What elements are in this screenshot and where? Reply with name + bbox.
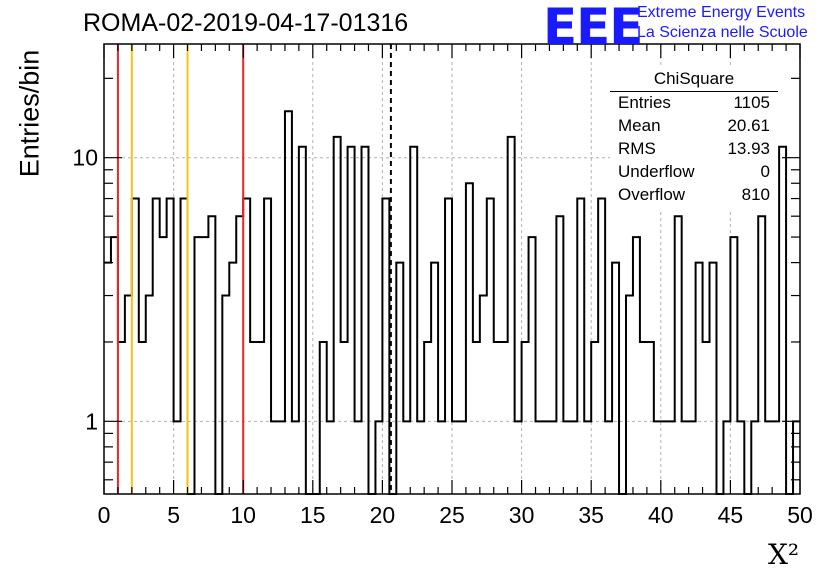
x-tick-label: 5 — [167, 502, 180, 528]
brand-line-1: Extreme Energy Events — [637, 4, 806, 21]
marker-lines — [116, 44, 392, 494]
x-tick-label: 50 — [787, 502, 813, 528]
x-tick-label: 10 — [230, 502, 256, 528]
x-axis-label: X² — [768, 538, 800, 571]
stats-value: 810 — [741, 185, 770, 204]
x-tick-label: 45 — [718, 502, 744, 528]
y-tick-label: 1 — [85, 408, 98, 434]
histogram-outline — [104, 110, 800, 495]
stats-row-rms: RMS 13.93 — [618, 139, 770, 161]
stats-divider — [610, 91, 778, 92]
x-tick-label: 25 — [439, 502, 465, 528]
chart-title: ROMA-02-2019-04-17-01316 — [83, 9, 409, 37]
stats-row-entries: Entries 1105 — [618, 93, 770, 115]
stats-box: ChiSquare Entries 1105 Mean 20.61 RMS 13… — [610, 68, 778, 212]
eee-logo: EEE — [543, 0, 643, 56]
axes: 0 5 10 15 20 25 30 35 40 45 50 1 10 — [72, 43, 813, 528]
stats-value: 1105 — [733, 93, 770, 112]
y-tick-label: 10 — [72, 145, 98, 171]
stats-label: Underflow — [618, 162, 695, 181]
stats-value: 20.61 — [727, 116, 770, 135]
x-tick-label: 15 — [300, 502, 326, 528]
stats-label: RMS — [618, 139, 656, 158]
x-tick-label: 20 — [370, 502, 396, 528]
stats-label: Entries — [618, 93, 671, 112]
x-tick-label: 35 — [578, 502, 604, 528]
stats-row-underflow: Underflow 0 — [618, 162, 770, 184]
stats-label: Overflow — [618, 185, 686, 204]
stats-title: ChiSquare — [653, 69, 735, 88]
stats-value: 0 — [760, 162, 770, 181]
x-tick-label: 30 — [509, 502, 535, 528]
histogram-series — [104, 110, 800, 495]
stats-row-overflow: Overflow 810 — [618, 185, 770, 207]
stats-row-mean: Mean 20.61 — [618, 116, 770, 138]
x-tick-label: 0 — [98, 502, 111, 528]
y-axis-label: Entries/bin — [14, 49, 45, 178]
stats-value: 13.93 — [727, 139, 770, 158]
brand-line-2: La Scienza nelle Scuole — [637, 24, 808, 41]
stats-label: Mean — [618, 116, 661, 135]
x-tick-label: 40 — [648, 502, 674, 528]
